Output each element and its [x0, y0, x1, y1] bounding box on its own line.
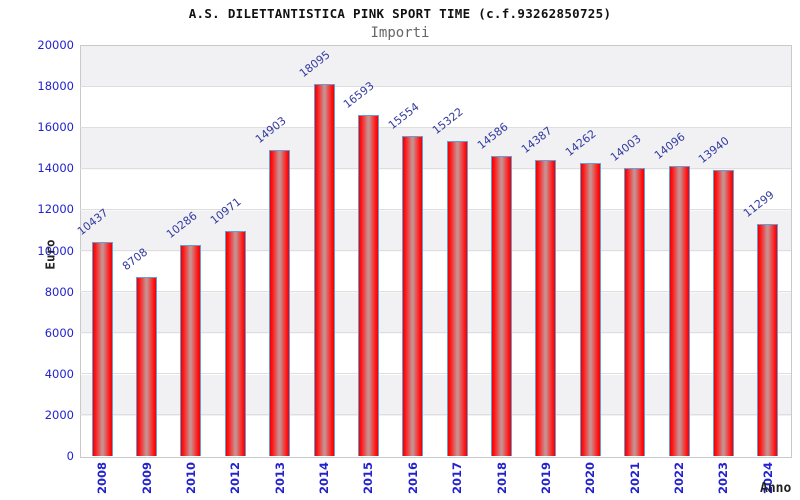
gridline	[80, 85, 791, 87]
y-tick-label: 8000	[44, 284, 74, 299]
gridline	[80, 414, 791, 416]
y-tick-label: 10000	[37, 243, 74, 258]
bar	[535, 160, 557, 456]
bar	[224, 230, 246, 456]
bar	[269, 149, 291, 456]
x-tick-label: 2013	[272, 462, 287, 495]
x-tick-label: 2017	[450, 462, 465, 495]
y-tick-label: 14000	[37, 161, 74, 176]
bar	[446, 141, 468, 456]
bar	[357, 115, 379, 456]
x-axis-title: Anno	[760, 481, 792, 496]
bar	[402, 136, 424, 456]
gridline	[80, 332, 791, 334]
x-tick-label: 2019	[538, 462, 553, 495]
bar	[313, 84, 335, 456]
y-tick-label: 16000	[37, 120, 74, 135]
x-tick-label: 2022	[672, 462, 687, 495]
x-tick-label: 2008	[95, 462, 110, 495]
chart-subtitle: Importi	[370, 25, 430, 41]
y-tick-label: 18000	[37, 79, 74, 94]
bar	[757, 223, 779, 456]
bar	[712, 169, 734, 456]
gridline	[80, 167, 791, 169]
gridline	[80, 250, 791, 251]
x-tick-label: 2014	[317, 462, 332, 495]
y-tick-label: 4000	[44, 366, 74, 381]
bar	[91, 241, 113, 456]
gridline	[80, 126, 791, 128]
x-tick-label: 2023	[716, 462, 731, 495]
gridline	[80, 208, 791, 210]
bar	[491, 156, 513, 456]
y-tick-label: 0	[66, 449, 74, 463]
x-tick-label: 2009	[139, 462, 154, 495]
y-tick-label: 12000	[37, 202, 74, 217]
x-tick-label: 2016	[405, 462, 420, 495]
y-tick-label: 20000	[37, 38, 74, 52]
y-tick-label: 6000	[44, 325, 74, 340]
x-tick-label: 2021	[627, 462, 642, 495]
bar	[136, 277, 158, 456]
x-tick-label: 2020	[583, 462, 598, 495]
bar	[180, 244, 202, 456]
x-tick-label: 2010	[183, 462, 198, 495]
y-axis-title: Euro	[42, 239, 58, 270]
x-tick-label: 2015	[361, 462, 376, 495]
x-tick-label: 2012	[228, 462, 243, 495]
gridline	[80, 373, 791, 375]
gridline	[80, 291, 791, 293]
y-tick-label: 2000	[44, 407, 74, 422]
bar	[624, 168, 646, 456]
bar	[579, 162, 601, 456]
bar	[668, 166, 690, 456]
x-tick-label: 2018	[494, 462, 509, 495]
chart-title: A.S. DILETTANTISTICA PINK SPORT TIME (c.…	[188, 6, 612, 21]
